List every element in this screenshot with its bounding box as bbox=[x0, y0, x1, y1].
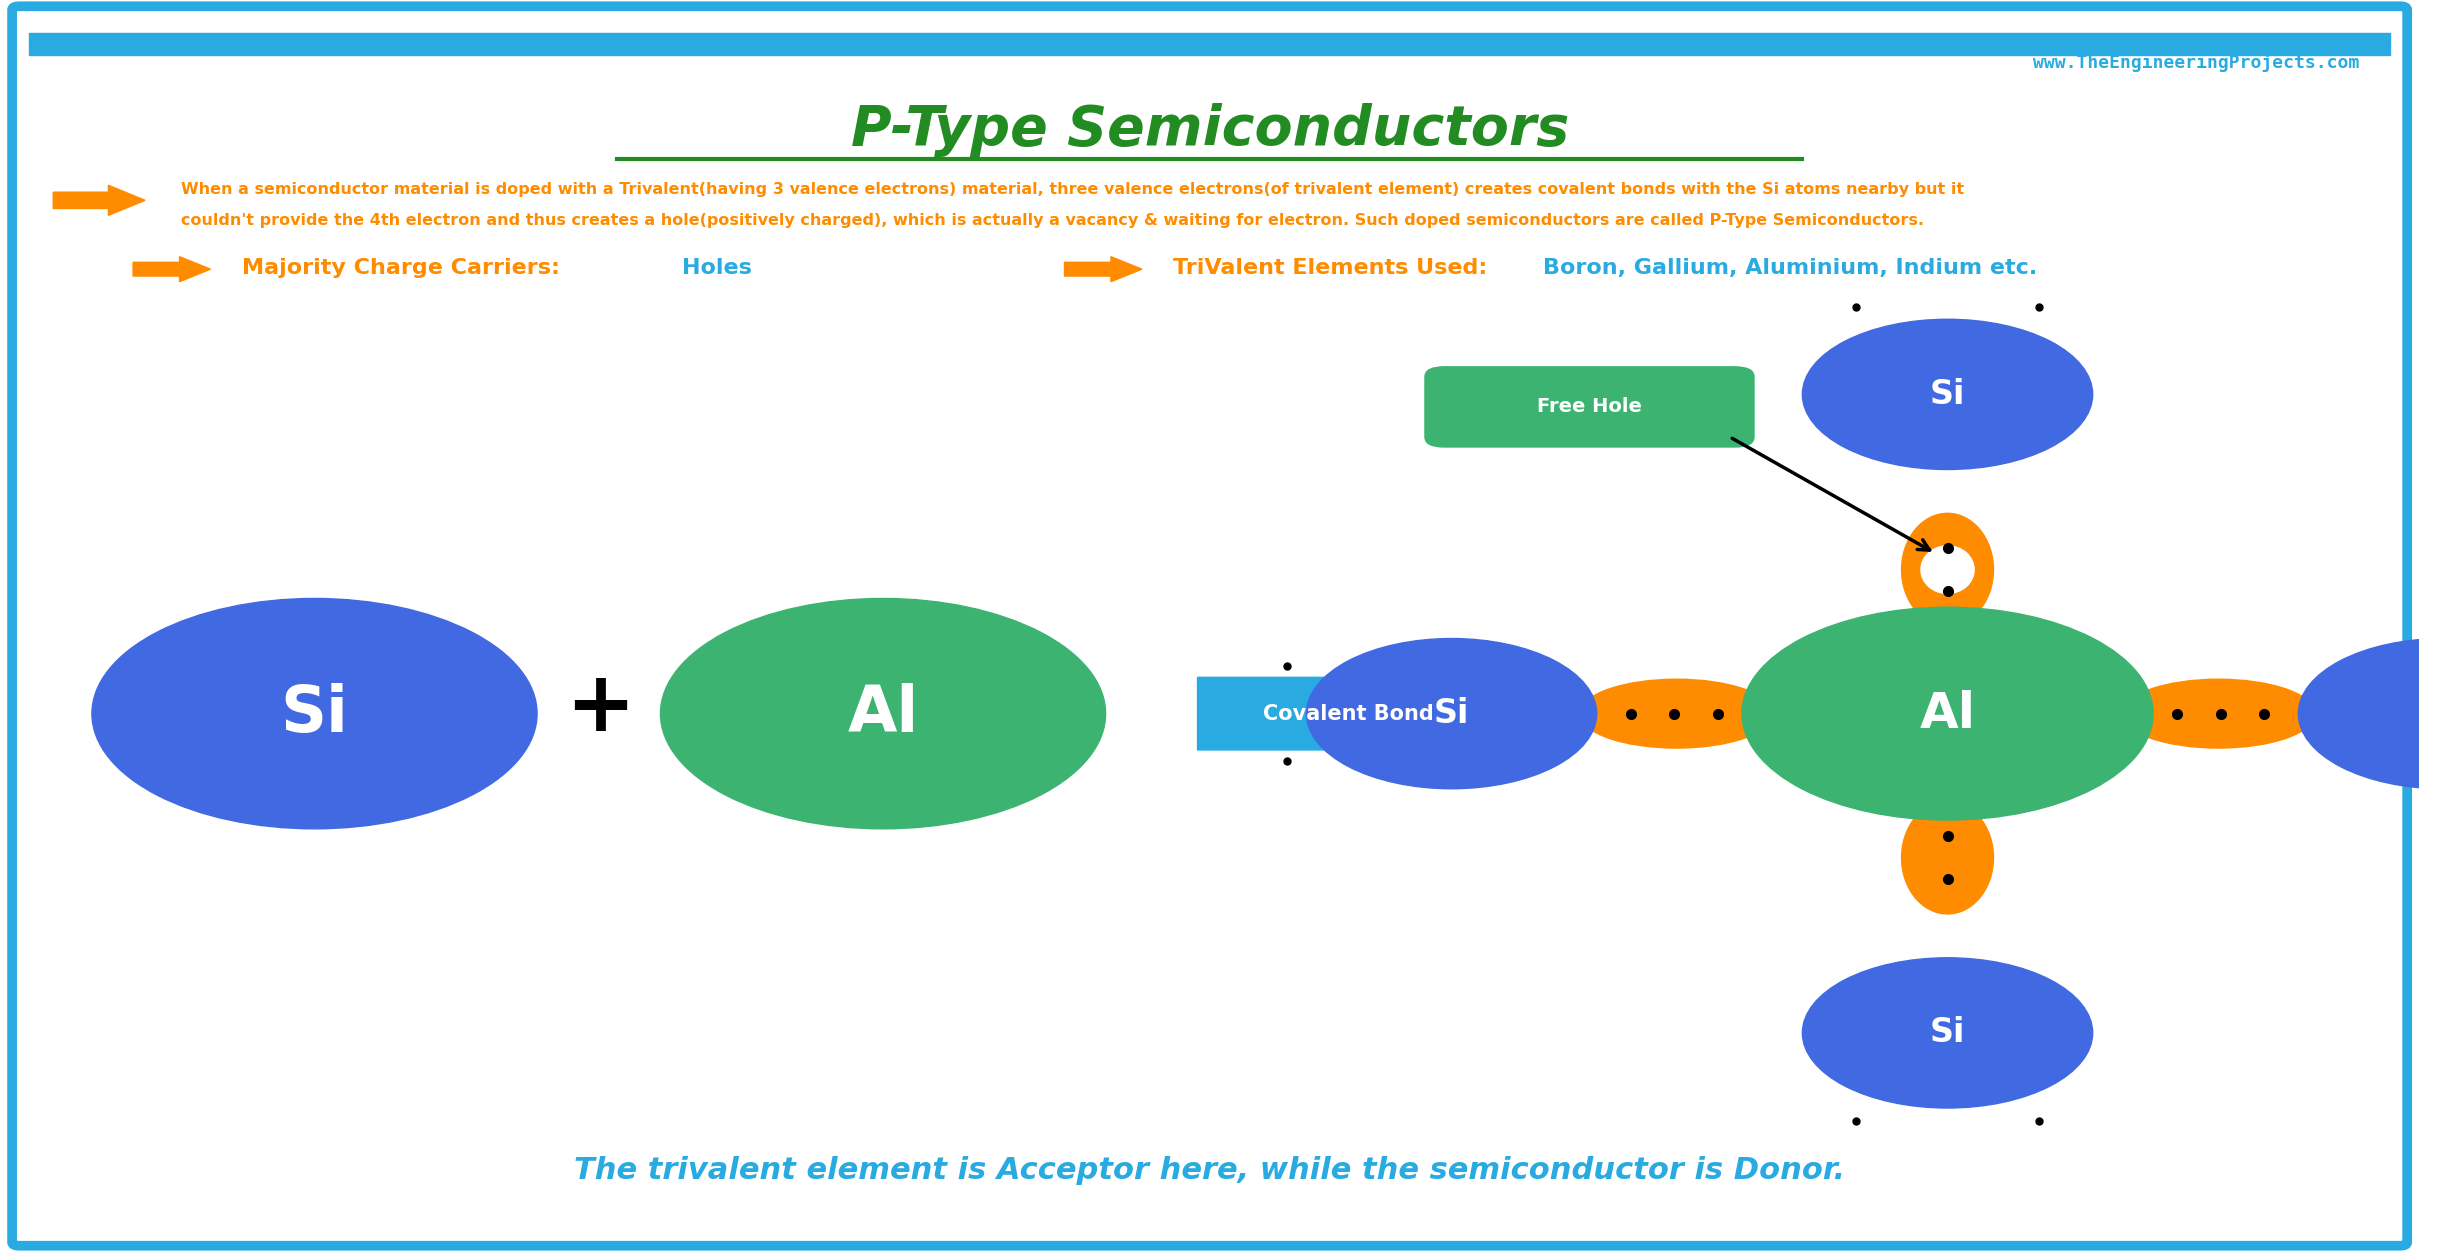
Circle shape bbox=[1803, 319, 2093, 470]
Text: When a semiconductor material is doped with a Trivalent(having 3 valence electro: When a semiconductor material is doped w… bbox=[182, 182, 1965, 197]
Circle shape bbox=[1741, 607, 2154, 820]
Ellipse shape bbox=[2122, 679, 2316, 749]
Text: Majority Charge Carriers:: Majority Charge Carriers: bbox=[243, 258, 575, 278]
Text: Holes: Holes bbox=[683, 258, 752, 278]
Circle shape bbox=[91, 598, 538, 829]
Text: TriValent Elements Used:: TriValent Elements Used: bbox=[1174, 258, 1496, 278]
FancyArrow shape bbox=[1199, 656, 1537, 771]
Text: Si: Si bbox=[280, 682, 349, 745]
Circle shape bbox=[1803, 958, 2093, 1108]
Text: www.TheEngineeringProjects.com: www.TheEngineeringProjects.com bbox=[2034, 53, 2358, 71]
Ellipse shape bbox=[1921, 546, 1975, 593]
Text: Free Hole: Free Hole bbox=[1537, 397, 1643, 417]
Circle shape bbox=[661, 598, 1105, 829]
Ellipse shape bbox=[1901, 801, 1994, 914]
FancyArrow shape bbox=[1063, 257, 1142, 282]
Text: Al: Al bbox=[847, 682, 919, 745]
Circle shape bbox=[1307, 639, 1596, 789]
Text: Si: Si bbox=[2427, 697, 2456, 730]
Text: Si: Si bbox=[1434, 697, 1469, 730]
Ellipse shape bbox=[1901, 513, 1994, 626]
FancyArrow shape bbox=[54, 185, 145, 215]
Text: Si: Si bbox=[1930, 1017, 1965, 1049]
Text: Covalent Bond: Covalent Bond bbox=[1262, 704, 1434, 724]
FancyArrow shape bbox=[133, 257, 211, 282]
Text: Al: Al bbox=[1921, 690, 1975, 737]
Text: Si: Si bbox=[1930, 378, 1965, 411]
Text: couldn't provide the 4th electron and thus creates a hole(positively charged), w: couldn't provide the 4th electron and th… bbox=[182, 213, 1926, 228]
Text: The trivalent element is Acceptor here, while the semiconductor is Donor.: The trivalent element is Acceptor here, … bbox=[575, 1156, 1844, 1186]
Text: P-Type Semiconductors: P-Type Semiconductors bbox=[850, 103, 1569, 156]
FancyBboxPatch shape bbox=[1424, 367, 1754, 447]
Text: +: + bbox=[565, 667, 636, 747]
Circle shape bbox=[2299, 639, 2456, 789]
FancyBboxPatch shape bbox=[12, 6, 2407, 1246]
FancyArrow shape bbox=[29, 33, 2390, 55]
Text: Boron, Gallium, Aluminium, Indium etc.: Boron, Gallium, Aluminium, Indium etc. bbox=[1542, 258, 2038, 278]
Ellipse shape bbox=[1579, 679, 1773, 749]
